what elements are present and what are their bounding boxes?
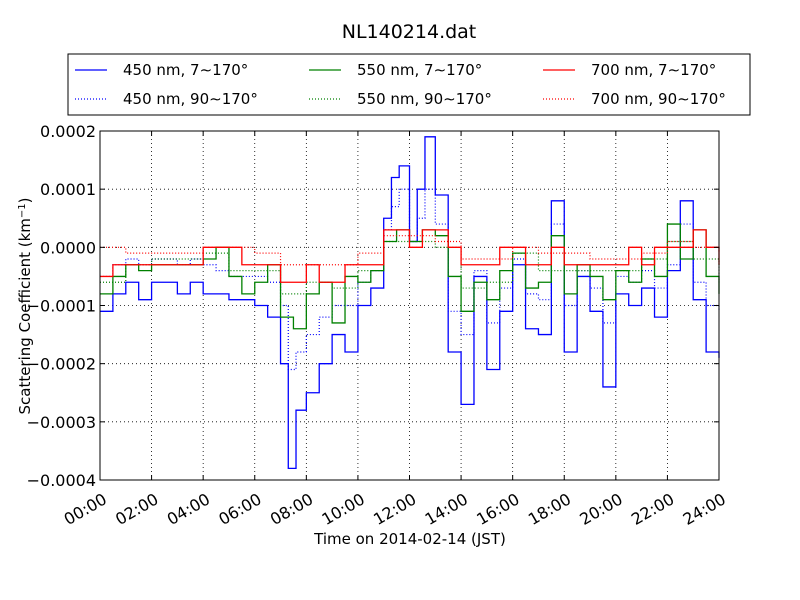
y-tick-label: −0.0001 [27, 297, 96, 316]
legend-label-3: 550 nm, 90∼170° [357, 90, 492, 108]
series-line-0 [100, 136, 720, 470]
legend-label-2: 550 nm, 7∼170° [357, 61, 482, 79]
x-tick-label: 20:00 [576, 489, 625, 529]
x-tick-label: 10:00 [318, 489, 367, 529]
legend-label-0: 450 nm, 7∼170° [123, 61, 248, 79]
legend-label-5: 700 nm, 90∼170° [591, 90, 726, 108]
x-tick-label: 16:00 [473, 489, 522, 529]
x-tick-label: 14:00 [422, 489, 471, 529]
y-tick-label: 0.0001 [40, 180, 96, 199]
y-tick-label: 0.0000 [40, 238, 96, 257]
legend-label-1: 450 nm, 90∼170° [123, 90, 258, 108]
x-tick-label: 06:00 [215, 489, 264, 529]
x-tick-label: 02:00 [112, 489, 161, 529]
x-tick-label: 08:00 [267, 489, 316, 529]
x-tick-label: 12:00 [370, 489, 419, 529]
legend-frame [67, 53, 751, 116]
y-tick-label: −0.0003 [27, 413, 96, 432]
x-tick-label: 18:00 [525, 489, 574, 529]
x-tick-label: 24:00 [680, 489, 729, 529]
y-tick-label: −0.0004 [27, 471, 96, 490]
x-axis-label: Time on 2014-02-14 (JST) [313, 530, 506, 548]
y-axis-label: Scattering Coefficient (km−1) [16, 197, 34, 414]
y-axis-label-close: ) [16, 197, 34, 203]
series-line-5 [100, 235, 720, 266]
x-tick-label: 04:00 [164, 489, 213, 529]
chart-title: NL140214.dat [342, 21, 477, 43]
y-axis-label-exponent: −1 [17, 203, 28, 218]
y-tick-label: 0.0002 [40, 122, 96, 141]
series-line-4 [100, 229, 720, 283]
y-axis-label-text: Scattering Coefficient (km [16, 218, 34, 414]
data-series [100, 136, 720, 470]
legend-label-4: 700 nm, 7∼170° [591, 61, 716, 79]
x-tick-label: 22:00 [628, 489, 677, 529]
axis-ticks: 00:00 02:00 04:00 06:00 08:00 10:00 12:00 14:00… [27, 122, 729, 529]
legend: 450 nm, 7∼170° 450 nm, 90∼170° 550 nm, 7∼1… [67, 53, 751, 116]
x-tick-label: 00:00 [61, 489, 110, 529]
y-tick-label: −0.0002 [27, 355, 96, 374]
